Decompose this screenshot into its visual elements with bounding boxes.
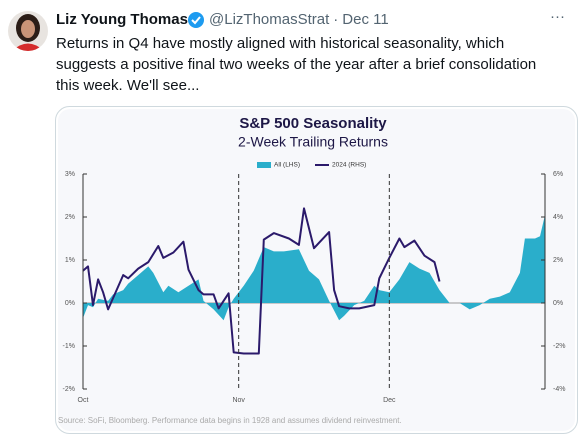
- verified-badge: [188, 12, 204, 28]
- date[interactable]: Dec 11: [342, 11, 389, 28]
- post-text: suggests a positive final two weeks of t…: [56, 56, 537, 73]
- y2-tick-label: 6%: [553, 171, 563, 178]
- y2-tick-label: -4%: [553, 386, 565, 393]
- chart-source: Source: SoFi, Bloomberg. Performance dat…: [58, 416, 402, 425]
- y2-tick-label: 2%: [553, 257, 563, 264]
- x-tick-label: Dec: [383, 397, 396, 404]
- chart-title: S&P 500 Seasonality: [239, 115, 387, 132]
- y-tick-label: 1%: [65, 257, 75, 264]
- separator: ·: [333, 11, 339, 28]
- y-tick-label: 2%: [65, 214, 75, 221]
- y2-tick-label: 0%: [553, 300, 563, 307]
- y-tick-label: -1%: [63, 343, 75, 350]
- x-tick-label: Nov: [232, 397, 245, 404]
- x-tick-label: Oct: [78, 397, 89, 404]
- legend-swatch: [257, 162, 271, 168]
- line: [82, 207, 441, 355]
- y-tick-label: 0%: [65, 300, 75, 307]
- y-tick-label: 3%: [65, 171, 75, 178]
- avatar[interactable]: [8, 11, 48, 51]
- post-text: Returns in Q4 have mostly aligned with h…: [56, 35, 505, 52]
- author-name[interactable]: Liz Young Thomas: [56, 11, 188, 28]
- legend-label: 2024 (RHS): [332, 162, 366, 169]
- more-button[interactable]: ···: [550, 8, 565, 25]
- chart-subtitle: 2-Week Trailing Returns: [238, 134, 388, 150]
- chart-bg: [58, 109, 575, 431]
- legend-label: All (LHS): [274, 162, 300, 169]
- post-text: this week. We'll see...: [56, 77, 200, 94]
- post-meta: @LizThomasStrat · Dec 11: [209, 11, 393, 28]
- y2-tick-label: 4%: [553, 214, 563, 221]
- area: [83, 214, 545, 321]
- y2-tick-label: -2%: [553, 343, 565, 350]
- y-tick-label: -2%: [63, 386, 75, 393]
- handle[interactable]: @LizThomasStrat: [209, 11, 330, 28]
